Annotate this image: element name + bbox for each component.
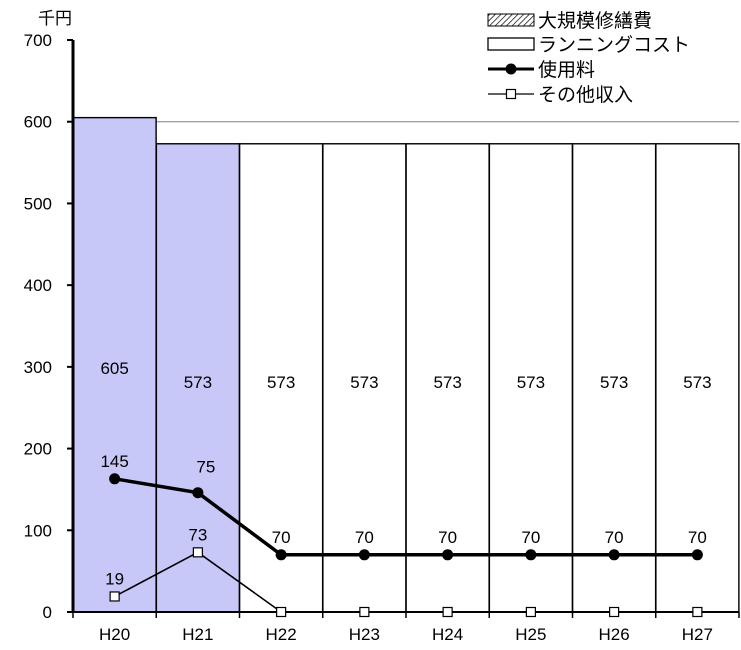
other-income-point	[192, 547, 203, 558]
other-income-data-label: 19	[105, 569, 124, 588]
bar-data-label: 573	[600, 373, 628, 392]
usage-fee-point	[442, 549, 454, 561]
usage-fee-data-label: 70	[688, 528, 707, 547]
usage-fee-line	[114, 477, 698, 557]
x-tick-label: H27	[682, 625, 713, 644]
usage-fee-data-label: 70	[272, 528, 291, 547]
usage-fee-point	[525, 549, 537, 561]
usage-fee-point	[109, 473, 121, 485]
y-tick-label: 400	[24, 276, 52, 295]
y-tick-label: 100	[24, 521, 52, 540]
legend-label: その他収入	[538, 84, 633, 106]
legend-label: ランニングコスト	[538, 34, 690, 56]
usage-fee-data-label: 70	[355, 528, 374, 547]
y-tick-label: 600	[24, 113, 52, 132]
y-tick-label: 700	[24, 31, 52, 50]
y-tick-label: 0	[43, 603, 52, 622]
usage-fee-data-label: 145	[100, 452, 128, 471]
other-income-data-label: 73	[188, 525, 207, 544]
x-tick-label: H20	[99, 625, 130, 644]
y-tick-label: 300	[24, 358, 52, 377]
usage-fee-data-label: 70	[605, 528, 624, 547]
y-axis-unit-label: 千円	[38, 9, 72, 28]
bar-data-label: 573	[350, 373, 378, 392]
x-tick-label: H24	[432, 625, 463, 644]
legend-swatch-hatched	[487, 13, 535, 27]
usage-fee-data-label: 75	[196, 458, 215, 477]
usage-fee-point	[608, 549, 620, 561]
x-tick-label: H23	[349, 625, 380, 644]
other-income-point	[525, 606, 536, 618]
bar-data-label: 573	[267, 373, 295, 392]
bar	[488, 143, 574, 613]
usage-fee-point	[691, 549, 703, 561]
other-income-point	[276, 606, 287, 618]
other-income-point	[692, 606, 703, 618]
line-layer	[109, 473, 703, 618]
legend-marker-square	[505, 88, 517, 100]
x-tick-label: H26	[599, 625, 630, 644]
bar-data-label: 573	[433, 373, 461, 392]
usage-fee-point	[275, 549, 287, 561]
label-layer: 605 573 573 573 573 573 573 573 145 75 70 70 70 70 70 7…	[100, 359, 711, 588]
legend-label: 大規模修繕費	[538, 10, 652, 32]
other-income-point	[442, 606, 453, 618]
legend-swatch-open	[487, 37, 535, 51]
usage-fee-point	[358, 549, 370, 561]
x-tick-label: H22	[266, 625, 297, 644]
x-tick-label: H25	[515, 625, 546, 644]
y-tick-label: 200	[24, 440, 52, 459]
usage-fee-data-label: 70	[438, 528, 457, 547]
bar-layer	[72, 116, 740, 613]
other-income-point	[359, 606, 370, 618]
bar	[655, 143, 740, 613]
bar-data-label: 573	[683, 373, 711, 392]
legend-marker-circle	[505, 63, 517, 75]
other-income-line	[114, 551, 698, 613]
y-tick-label: 500	[24, 194, 52, 213]
bar-data-label: 605	[100, 359, 128, 378]
legend-label: 使用料	[538, 59, 595, 81]
bar-data-label: 573	[184, 373, 212, 392]
other-income-point	[109, 591, 120, 602]
bar-data-label: 573	[517, 373, 545, 392]
other-income-point	[609, 606, 620, 618]
usage-fee-data-label: 70	[521, 528, 540, 547]
usage-fee-point	[192, 487, 204, 499]
x-tick-label: H21	[182, 625, 213, 644]
bar	[155, 143, 241, 613]
